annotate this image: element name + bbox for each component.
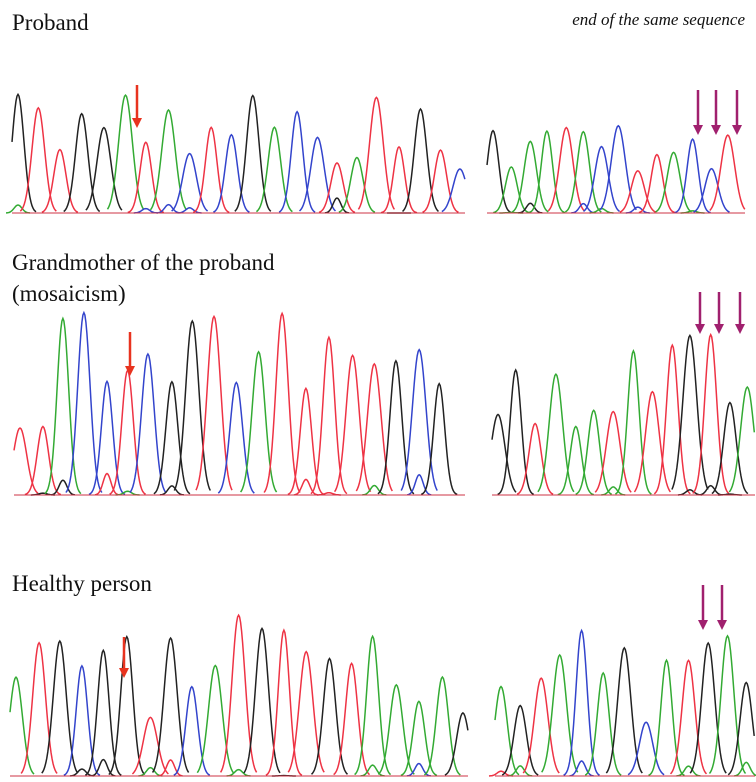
trace-peak	[174, 687, 210, 776]
panel-title: Proband	[12, 10, 89, 35]
arrow-head	[693, 125, 703, 135]
trace-peak	[235, 96, 271, 212]
trace-peak	[600, 126, 636, 210]
trace-minor-peak	[116, 491, 140, 495]
trace-peak	[358, 97, 394, 209]
trace-peak	[266, 630, 302, 775]
arrow-head	[711, 125, 721, 135]
trace-peak	[311, 337, 347, 493]
trace-peak	[529, 131, 565, 213]
chromatograms	[6, 85, 756, 776]
trace-peak	[89, 381, 125, 494]
trace-peak	[401, 350, 437, 491]
arrow-head	[714, 324, 724, 334]
trace-peak	[620, 171, 656, 212]
trace-peak	[66, 313, 102, 493]
trace-minor-peak	[70, 769, 94, 776]
trace-peak	[421, 384, 457, 495]
trace-peak	[64, 666, 100, 775]
trace-peak	[85, 650, 121, 775]
trace-peak	[12, 94, 36, 211]
trace-minor-peak	[134, 209, 158, 213]
trace-minor-peak	[601, 487, 625, 495]
trace-peak	[221, 615, 257, 772]
trace-peak	[288, 388, 324, 494]
trace-minor-peak	[227, 770, 251, 776]
trace-peak	[244, 629, 280, 773]
panel-title: Healthy person	[12, 571, 152, 596]
arrow-head	[132, 118, 142, 128]
trace-peak	[151, 110, 187, 210]
trace-minor-peak	[626, 207, 650, 213]
trace-peak	[564, 631, 600, 776]
trace-peak	[197, 666, 233, 773]
trace-peak	[403, 109, 439, 211]
figure: Proband end of the same sequence Grandmo…	[0, 0, 756, 782]
trace-peak	[656, 152, 692, 212]
trace-peak	[634, 392, 670, 492]
panel-note: end of the same sequence	[572, 10, 745, 29]
trace-peak	[64, 114, 100, 212]
trace-peak	[729, 387, 754, 492]
trace-peak	[193, 127, 229, 212]
arrow-head	[717, 620, 727, 630]
trace-peak	[538, 374, 574, 492]
trace-peak	[495, 687, 519, 775]
trace-peak	[672, 336, 708, 490]
trace-peak	[356, 364, 392, 491]
trace-peak	[671, 660, 707, 774]
trace-minor-peak	[699, 486, 723, 495]
trace-peak	[487, 131, 511, 213]
trace-minor-peak	[508, 766, 532, 776]
trace-peak	[25, 427, 61, 495]
arrow-head	[698, 620, 708, 630]
trace-peak	[241, 352, 277, 492]
arrow-head	[732, 125, 742, 135]
panel-subtitle: (mosaicism)	[12, 281, 126, 306]
arrow-head	[735, 324, 745, 334]
trace-peak	[14, 428, 38, 493]
trace-minor-peak	[6, 205, 30, 213]
trace-peak	[502, 706, 538, 775]
trace-peak	[153, 638, 189, 772]
trace-peak	[279, 112, 315, 212]
arrow-head	[119, 668, 129, 678]
trace-peak	[174, 321, 210, 491]
trace-peak	[649, 660, 685, 775]
trace-minor-peak	[734, 762, 756, 776]
panel-title: Grandmother of the proband	[12, 250, 275, 275]
arrow-head	[695, 324, 705, 334]
trace-peak	[335, 355, 371, 491]
trace-peak	[378, 361, 414, 494]
trace-minor-peak	[571, 204, 595, 213]
trace-peak	[312, 659, 348, 775]
trace-minor-peak	[325, 198, 349, 213]
